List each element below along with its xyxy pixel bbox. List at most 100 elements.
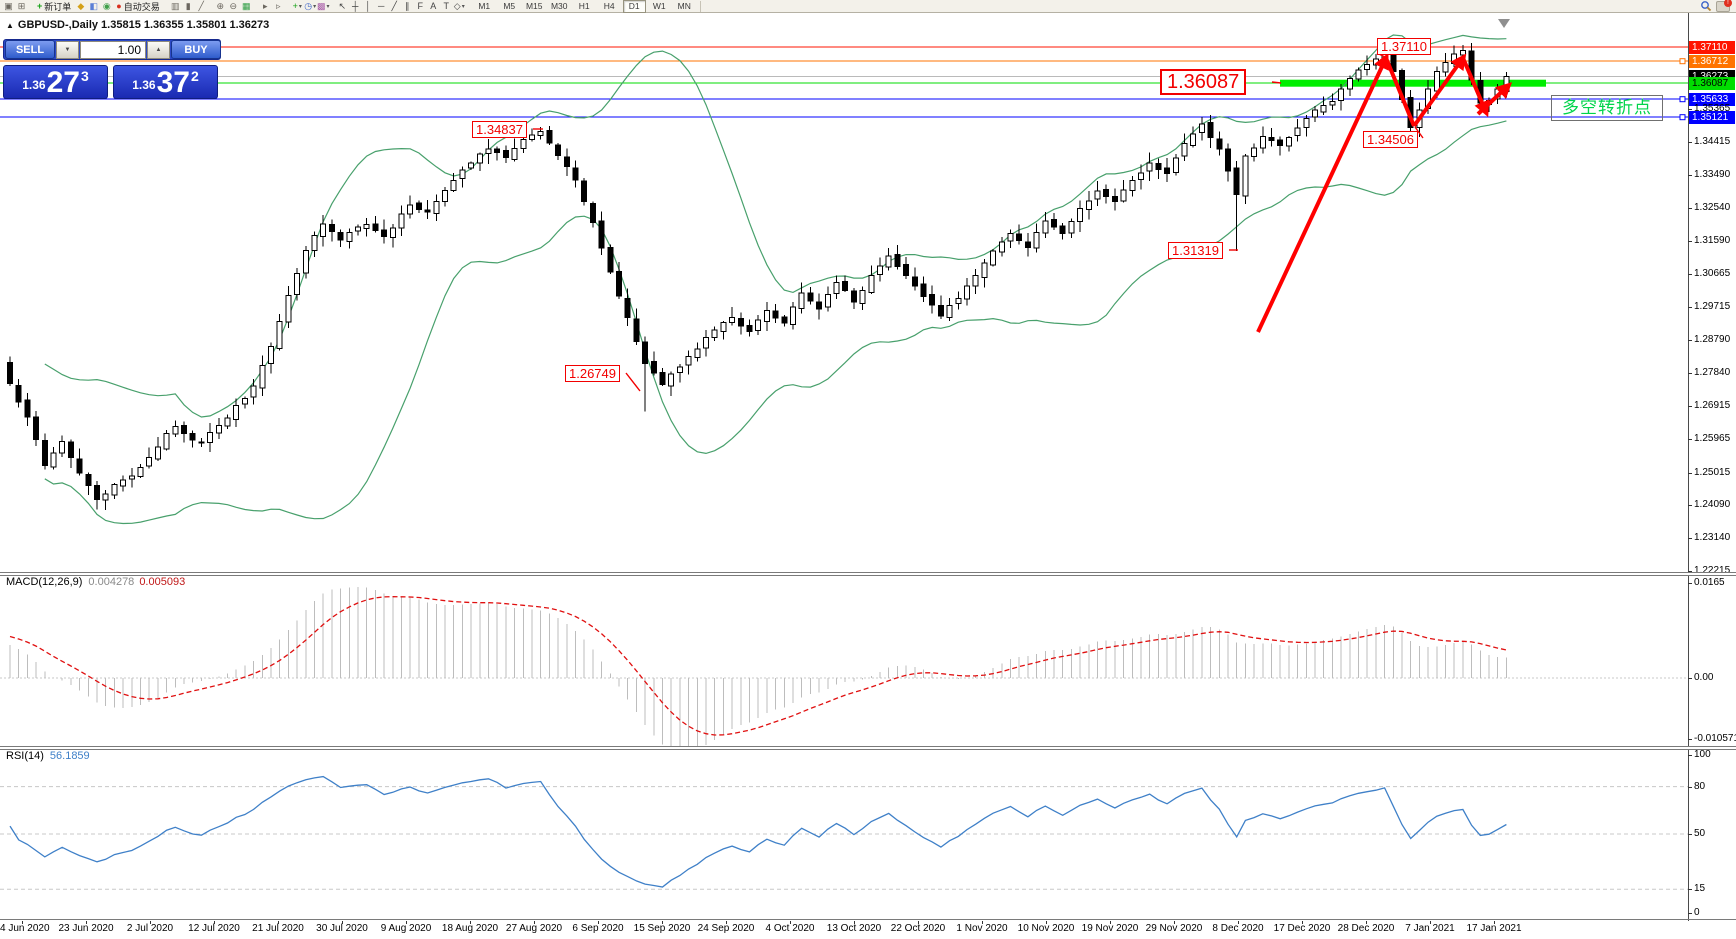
crosshair-icon[interactable]: ┼	[352, 1, 359, 11]
timeframe-button-m30[interactable]: M30	[550, 1, 568, 11]
tile-windows-icon[interactable]: ▦	[241, 1, 251, 11]
pane-separator[interactable]	[0, 572, 1736, 576]
shapes-icon-dropdown[interactable]: ▾	[461, 3, 465, 10]
pane-separator[interactable]	[0, 746, 1736, 750]
fibonacci-icon[interactable]: F	[417, 1, 423, 11]
buy-button[interactable]: BUY	[171, 40, 221, 59]
macd-axis-label: 0.0165	[1694, 577, 1725, 588]
data-window-icon[interactable]: ◧	[89, 1, 99, 11]
volume-input[interactable]	[80, 40, 146, 59]
price-annotation-1.26749[interactable]: 1.26749	[565, 365, 620, 382]
main-chart-canvas[interactable]	[0, 13, 1688, 572]
cursor-icon[interactable]: ↖	[338, 1, 346, 11]
price-tick	[1688, 339, 1692, 341]
horizontal-line-icon[interactable]: ─	[378, 1, 385, 11]
notifications-icon[interactable]: !	[1716, 0, 1732, 12]
period-icon-dropdown[interactable]: ▾	[313, 3, 317, 10]
volume-decrease-button[interactable]: ▼	[56, 40, 79, 59]
rsi-axis-label: 0	[1694, 907, 1700, 918]
add-indicator-icon[interactable]: + ▾	[292, 1, 302, 11]
buy-price-panel[interactable]: 1.36 37 2	[113, 65, 218, 99]
price-annotation-1.37110[interactable]: 1.37110	[1377, 38, 1432, 55]
shapes-icon[interactable]: ◇ ▾	[453, 1, 465, 11]
candle-body	[311, 235, 318, 251]
candle-body	[1138, 172, 1144, 180]
turning-point-label[interactable]: 多空转折点	[1551, 95, 1663, 121]
text-icon[interactable]: A	[430, 1, 437, 11]
zoom-out-icon[interactable]: ⊖	[229, 1, 237, 11]
trendline-icon[interactable]: ╱	[391, 1, 397, 11]
price-axis-label: 1.23140	[1694, 532, 1731, 544]
trend-arrows-layer[interactable]	[1256, 52, 1513, 333]
new-chart-icon[interactable]: ▣	[4, 1, 13, 11]
candle-body	[816, 301, 823, 310]
rsi-line	[9, 775, 1507, 888]
price-annotation-1.34837[interactable]: 1.34837	[472, 121, 527, 138]
styler-icon[interactable]: ◆	[77, 1, 85, 11]
market-watch-icon[interactable]: ⊞	[17, 1, 26, 11]
candle-body	[581, 180, 588, 202]
support-zone-bar[interactable]	[1280, 79, 1546, 87]
vertical-line-icon[interactable]: │	[365, 1, 372, 11]
timeframe-button-w1[interactable]: W1	[652, 1, 666, 11]
date-tick	[534, 921, 535, 924]
search-icon[interactable]	[1700, 0, 1712, 12]
price-annotation-1.31319[interactable]: 1.31319	[1168, 242, 1223, 259]
candle-body	[320, 223, 327, 238]
text-label-icon[interactable]: T	[443, 1, 449, 11]
volume-increase-button[interactable]: ▲	[147, 40, 170, 59]
price-lines-layer[interactable]	[0, 46, 1688, 118]
candle-body	[729, 317, 736, 324]
trend-arrow[interactable]	[1256, 52, 1389, 333]
timeframe-button-m5[interactable]: M5	[503, 1, 516, 11]
candle-body	[555, 144, 562, 156]
candle-body	[415, 202, 422, 211]
timeframe-button-h4[interactable]: H4	[603, 1, 615, 11]
period-icon[interactable]: ◷ ▾	[304, 1, 317, 11]
trend-arrow[interactable]	[1412, 53, 1467, 128]
candle-body	[1016, 233, 1023, 241]
timeframe-button-mn[interactable]: MN	[677, 1, 691, 11]
macd-tick	[1688, 583, 1692, 584]
candle-body	[520, 139, 527, 149]
line-chart-icon[interactable]: ╱	[198, 1, 204, 11]
line-handle[interactable]	[1679, 96, 1686, 103]
candle-body	[964, 285, 970, 300]
date-axis-label: 22 Oct 2020	[890, 923, 946, 934]
timeframe-button-d1[interactable]: D1	[622, 0, 646, 13]
signal-icon[interactable]: ◉	[102, 1, 111, 11]
add-indicator-icon-dropdown[interactable]: ▾	[298, 3, 302, 10]
trend-arrow[interactable]	[1384, 57, 1416, 127]
macd-pane-canvas[interactable]	[0, 575, 1688, 746]
rsi-pane-canvas[interactable]	[0, 749, 1688, 920]
sell-button[interactable]: SELL	[5, 40, 55, 59]
autotrading-button[interactable]: ● 自动交易	[113, 0, 162, 12]
chart-shift-icon[interactable]: ▹	[275, 1, 281, 11]
trend-arrow[interactable]	[1461, 57, 1490, 118]
line-handle[interactable]	[1679, 114, 1686, 121]
candle-body	[224, 417, 231, 427]
sell-price-panel[interactable]: 1.36 27 3	[3, 65, 108, 99]
line-handle[interactable]	[1679, 58, 1686, 65]
trend-arrow[interactable]	[1476, 82, 1513, 116]
template-icon-dropdown[interactable]: ▾	[326, 3, 330, 10]
timeframe-button-m15[interactable]: M15	[525, 1, 543, 11]
channel-icon[interactable]: ∥	[404, 1, 410, 11]
collapse-icon[interactable]: ▲	[6, 21, 14, 30]
candle-body	[1207, 122, 1214, 138]
timeframe-button-h1[interactable]: H1	[578, 1, 590, 11]
rsi-tick	[1688, 786, 1692, 788]
bar-chart-icon[interactable]: ▥	[170, 1, 180, 11]
candlestick-icon[interactable]: ▮	[185, 1, 191, 11]
price-annotation-1.36087[interactable]: 1.36087	[1160, 69, 1247, 95]
template-icon[interactable]: ▩ ▾	[316, 1, 330, 11]
candle-body	[885, 255, 892, 268]
date-tick	[1238, 921, 1239, 924]
price-annotation-1.34506[interactable]: 1.34506	[1363, 131, 1418, 148]
auto-scroll-icon[interactable]: ▸	[262, 1, 268, 11]
oct-order-row: SELL ▼ ▲ BUY	[3, 39, 221, 60]
zoom-in-icon[interactable]: ⊕	[216, 1, 224, 11]
new-order-button[interactable]: + 新订单	[34, 0, 74, 12]
timeframe-button-m1[interactable]: M1	[478, 1, 491, 11]
candle-body	[998, 241, 1005, 253]
